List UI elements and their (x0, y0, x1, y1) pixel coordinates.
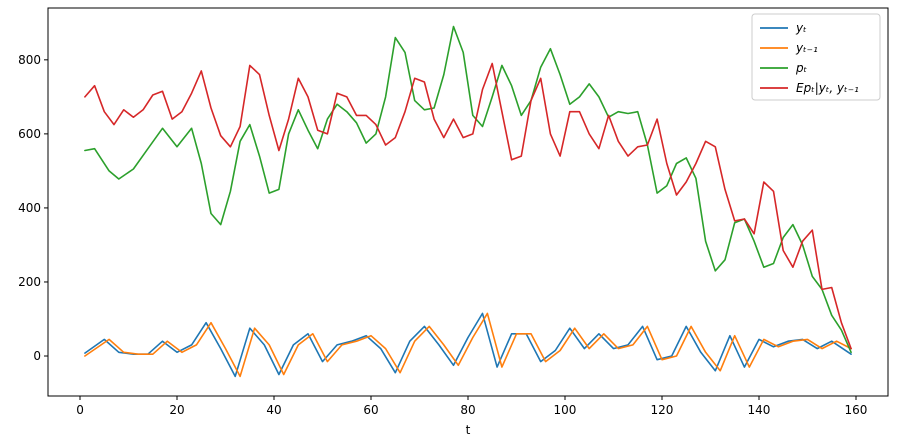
x-axis-label: t (466, 423, 471, 437)
x-ticks: 0 20 40 60 80 100 120 140 160 (76, 396, 867, 417)
legend-entry-label: yₜ (795, 21, 807, 35)
series-line-0 (84, 312, 852, 378)
legend-entry-label: pₜ (795, 61, 808, 75)
series-line-1 (84, 312, 852, 378)
x-tick-label: 80 (460, 403, 475, 417)
legend-box (751, 13, 881, 101)
x-tick-label: 120 (651, 403, 674, 417)
x-tick-label: 40 (266, 403, 281, 417)
x-tick-label: 160 (845, 403, 868, 417)
x-tick-label: 100 (554, 403, 577, 417)
x-tick-label: 20 (169, 403, 184, 417)
y-tick-label: 400 (18, 201, 41, 215)
x-tick-label: 60 (363, 403, 378, 417)
legend: yₜ yₜ₋₁ pₜ Epₜ|yₜ, yₜ₋₁ (751, 13, 881, 101)
series-line-2 (84, 25, 852, 354)
axes-frame (47, 7, 889, 397)
y-tick-label: 600 (18, 127, 41, 141)
x-tick-label: 140 (748, 403, 771, 417)
y-tick-label: 0 (33, 349, 41, 363)
y-ticks: 0 200 400 600 800 (18, 53, 48, 363)
y-tick-label: 200 (18, 275, 41, 289)
series-line-3 (84, 62, 852, 350)
series-layer (84, 25, 852, 378)
x-tick-label: 0 (76, 403, 84, 417)
y-tick-label: 800 (18, 53, 41, 67)
legend-entry-label: yₜ₋₁ (795, 41, 818, 55)
legend-entry-label: Epₜ|yₜ, yₜ₋₁ (796, 81, 859, 95)
